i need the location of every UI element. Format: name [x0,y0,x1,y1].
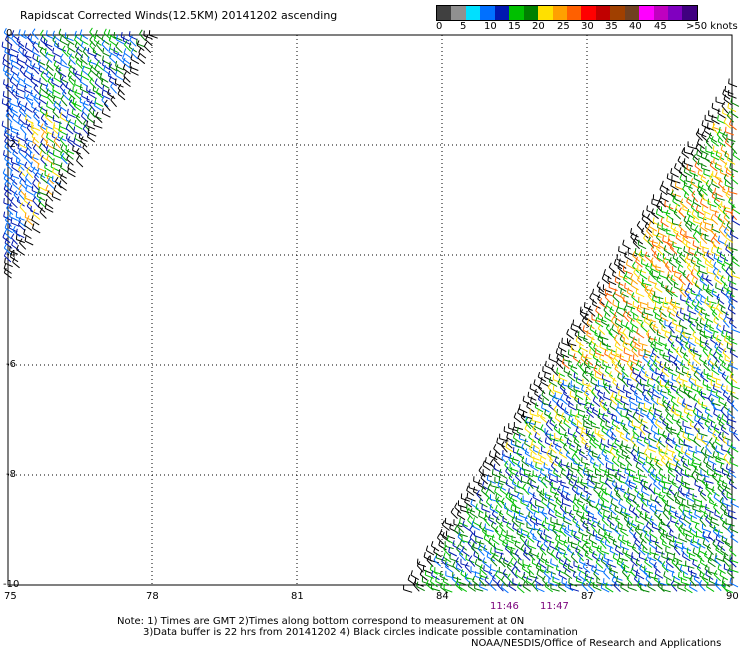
legend-labels: 0 5 10 15 20 25 30 35 40 45 >50 knots [430,21,740,33]
latitude-label: -4 [6,249,16,260]
latitude-label: -2 [6,139,16,150]
legend-swatch [451,6,466,20]
legend-swatch [538,6,553,20]
wind-swath-west [1,27,158,279]
legend-label: 40 [629,21,642,32]
latitude-label: -10 [3,579,20,590]
legend-swatch [653,6,668,20]
legend-swatch [465,6,481,20]
longitude-label: 78 [146,591,159,602]
legend-swatch [494,6,510,20]
swath-time-1: 11:46 [490,601,519,612]
wind-speed-color-legend [436,5,698,21]
legend-label: 30 [581,21,594,32]
note-line-1: Note: 1) Times are GMT 2)Times along bot… [117,616,525,627]
legend-swatch [523,6,539,20]
legend-label: 15 [508,21,521,32]
legend-swatch [480,6,495,20]
lat-lon-grid [8,35,732,585]
longitude-label: 81 [291,591,304,602]
legend-swatch [668,6,683,20]
legend-label: 10 [484,21,497,32]
latitude-label: -8 [6,469,16,480]
map-frame [7,34,733,586]
legend-swatch [595,6,611,20]
legend-swatch [437,6,452,20]
longitude-label: 75 [4,591,17,602]
legend-swatch [639,6,654,20]
wind-swath-east [403,78,740,594]
legend-label: 5 [460,21,467,32]
legend-swatch [552,6,567,20]
legend-label: 0 [436,21,443,32]
latitude-label: -6 [6,359,16,370]
legend-swatch [509,6,524,20]
latitude-label: 0 [6,28,13,39]
credit-line: NOAA/NESDIS/Office of Research and Appli… [471,638,722,649]
longitude-label: 90 [726,591,739,602]
legend-swatch [566,6,582,20]
longitude-label: 84 [436,591,449,602]
legend-label: >50 knots [686,21,738,32]
legend-label: 45 [654,21,667,32]
legend-label: 20 [532,21,545,32]
legend-label: 25 [557,21,570,32]
legend-swatch [581,6,596,20]
longitude-label: 87 [581,591,594,602]
map-title: Rapidscat Corrected Winds(12.5KM) 201412… [20,9,338,22]
legend-swatch [610,6,625,20]
swath-time-2: 11:47 [540,601,569,612]
note-line-2: 3)Data buffer is 22 hrs from 20141202 4)… [143,627,578,638]
legend-swatch [624,6,640,20]
legend-label: 35 [605,21,618,32]
legend-swatch [682,6,697,20]
